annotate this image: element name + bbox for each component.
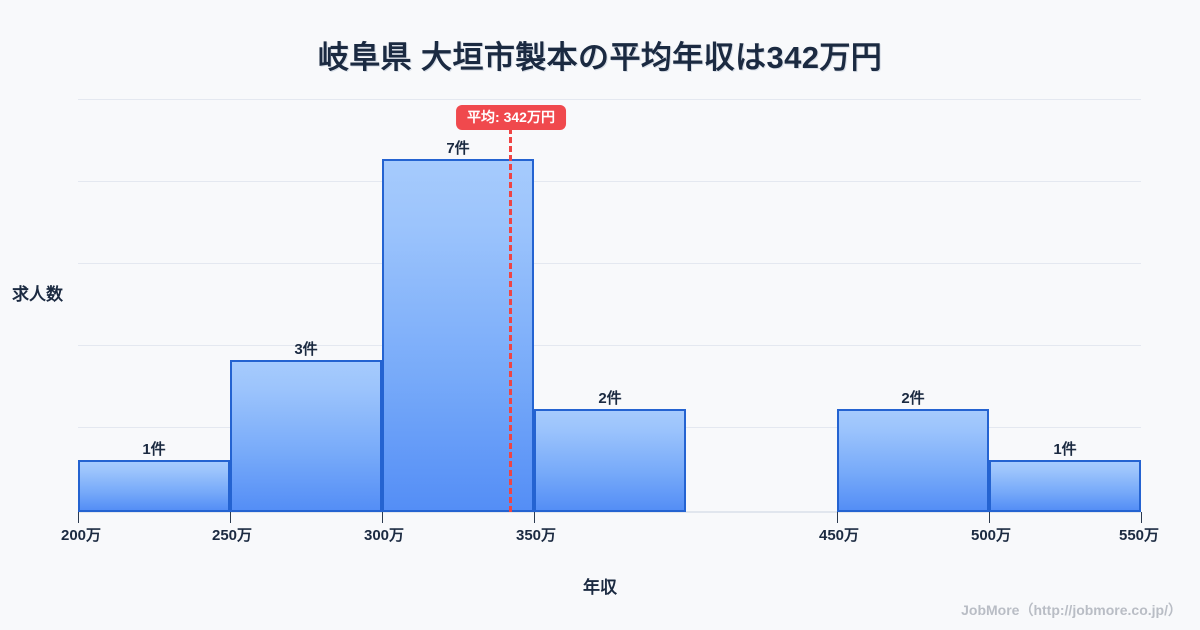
y-axis-title: 求人数 [12, 285, 63, 304]
bar-450-500[interactable] [837, 409, 989, 512]
xtick-label-350: 350万 [515, 527, 557, 544]
bar-200-250[interactable] [78, 460, 230, 512]
bar-500-550[interactable] [989, 460, 1141, 512]
xtick-label-250: 250万 [211, 527, 253, 544]
bar-300-350[interactable] [382, 159, 534, 512]
xtick-mark [78, 512, 79, 523]
bar-250-300[interactable] [230, 360, 382, 512]
xtick-mark [1141, 512, 1142, 523]
xtick-label-300: 300万 [363, 527, 405, 544]
gridline [78, 181, 1141, 182]
bar-label-450-500: 2件 [901, 390, 925, 407]
xtick-label-550: 550万 [1118, 527, 1160, 544]
xtick-label-500: 500万 [970, 527, 1012, 544]
bar-label-350-400: 2件 [598, 390, 622, 407]
xtick-mark [989, 512, 990, 523]
gridline [78, 345, 1141, 346]
xtick-mark [837, 512, 838, 523]
xtick-label-200: 200万 [60, 527, 102, 544]
average-badge: 平均: 342万円 [456, 105, 566, 131]
bar-label-500-550: 1件 [1053, 441, 1077, 458]
xtick-label-450: 450万 [818, 527, 860, 544]
x-axis-line [78, 511, 1141, 513]
page-title: 岐阜県 大垣市製本の平均年収は342万円 [317, 40, 883, 75]
bar-label-200-250: 1件 [142, 441, 166, 458]
gridline [78, 263, 1141, 264]
bar-label-300-350: 7件 [446, 140, 470, 157]
bar-label-250-300: 3件 [294, 341, 318, 358]
gridline [78, 99, 1141, 100]
bar-350-400[interactable] [534, 409, 686, 512]
xtick-mark [382, 512, 383, 523]
watermark: JobMore（http://jobmore.co.jp/） [961, 602, 1182, 618]
xtick-mark [230, 512, 231, 523]
average-line [509, 128, 512, 512]
x-axis-title: 年収 [583, 578, 617, 597]
xtick-mark [534, 512, 535, 523]
